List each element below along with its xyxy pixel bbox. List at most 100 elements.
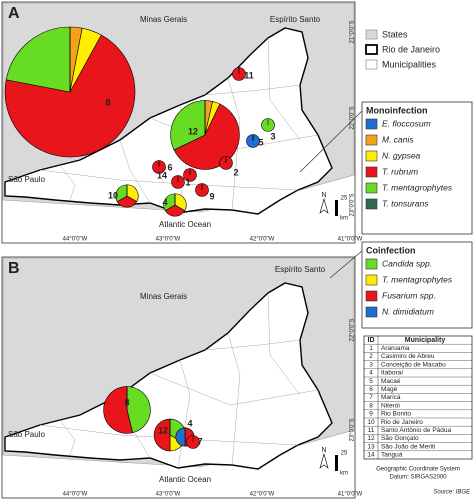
pie-label: 8 <box>105 97 110 107</box>
pie-slice <box>164 204 186 217</box>
legend-label: N. gypsea <box>382 150 421 160</box>
legend-swatch <box>365 150 378 162</box>
legend-label: T. rubrum <box>382 166 418 176</box>
table-cell: 6 <box>369 386 373 393</box>
panel-letter: A <box>8 5 20 22</box>
pie-label: 8 <box>124 397 129 407</box>
legend-label: T. tonsurans <box>382 198 429 208</box>
panel-letter: B <box>8 260 20 277</box>
legend-label: E. floccosum <box>382 118 431 128</box>
ocean-label: Atlantic Ocean <box>159 220 211 229</box>
longitude-label: 42°0'0"W <box>250 492 275 498</box>
table-cell: Santo Antônio de Pádua <box>381 427 452 434</box>
legend-swatch <box>365 198 378 210</box>
pie-label: 9 <box>209 191 214 201</box>
table-cell: 14 <box>367 452 375 459</box>
legend-label: Municipalities <box>382 59 437 69</box>
latitude-label: 21°0'0"S <box>350 20 356 43</box>
legend-swatch <box>365 166 378 178</box>
legend-label: Candida spp. <box>382 258 432 268</box>
table-cell: Rio Bonito <box>381 411 411 418</box>
longitude-label: 42°0'0"W <box>250 237 275 243</box>
state-label: Espírito Santo <box>270 15 321 24</box>
table-cell: Tanguá <box>381 452 403 459</box>
table-cell: 10 <box>367 419 375 426</box>
longitude-label: 41°0'0"W <box>338 237 363 243</box>
municipality-border <box>227 77 241 211</box>
latitude-label: 23°0'0"S <box>350 193 356 216</box>
pointer-line <box>329 250 363 279</box>
table-cell: Casimiro de Abreu <box>381 353 435 360</box>
table-cell: 4 <box>369 370 373 377</box>
municipality-border <box>204 84 301 96</box>
legend-swatch <box>365 274 378 286</box>
longitude-label: 44°0'0"W <box>63 492 88 498</box>
pie-slice <box>103 386 133 434</box>
table-cell: 2 <box>369 353 373 360</box>
state-label: São Paulo <box>8 175 45 184</box>
pie-slice <box>153 418 171 452</box>
ocean-label: Atlantic Ocean <box>159 475 211 484</box>
footer-text: Datum: SIRGAS2000 <box>389 475 447 481</box>
table-cell: 8 <box>369 402 373 409</box>
pie-label: 5 <box>258 137 263 147</box>
pointer-line <box>299 110 363 173</box>
table-cell: São Gonçalo <box>381 435 419 442</box>
pie-label: 4 <box>187 418 192 428</box>
table-header: Municipality <box>405 337 446 344</box>
pie-label: 3 <box>270 131 275 141</box>
pie-label: 10 <box>108 190 118 200</box>
pie-label: 7 <box>197 436 202 446</box>
scale-unit: km <box>340 216 348 222</box>
footer-text: Source: IBGE <box>433 490 471 496</box>
municipality-border <box>59 419 76 456</box>
legend-title: Monoinfection <box>366 105 428 115</box>
pie-label: 2 <box>233 167 238 177</box>
scale-bar <box>335 200 338 216</box>
legend-swatch <box>365 118 378 130</box>
table-cell: Itaboraí <box>381 370 403 377</box>
municipality-border <box>119 139 151 204</box>
north-label: N <box>321 447 326 454</box>
table-cell: Conceição de Macabu <box>381 361 446 368</box>
legend-swatch <box>365 59 378 70</box>
municipality-border <box>267 292 301 396</box>
pie-slice <box>5 26 71 93</box>
legend-label: N. dimidiatum <box>382 306 434 316</box>
municipality-border <box>59 164 76 201</box>
pie-label: 4 <box>162 197 167 207</box>
longitude-label: 44°0'0"W <box>63 237 88 243</box>
pie-slice <box>4 34 136 158</box>
table-cell: 11 <box>368 427 375 434</box>
table-cell: 12 <box>367 435 375 442</box>
legend-swatch <box>365 29 378 40</box>
longitude-label: 41°0'0"W <box>338 492 363 498</box>
table-cell: 5 <box>369 378 373 385</box>
legend-box <box>361 101 473 235</box>
table-cell: Magé <box>381 386 398 393</box>
legend-label: States <box>382 29 408 39</box>
table-cell: Macaé <box>381 378 401 385</box>
table-header: ID <box>368 337 375 344</box>
legend-label: Fusarium spp. <box>382 290 436 300</box>
scale-label: 25 <box>341 196 348 202</box>
municipality-border <box>39 169 299 191</box>
pie-label: 12 <box>158 425 168 435</box>
north-arrow <box>319 452 329 469</box>
municipality-border <box>227 332 241 466</box>
legend-swatch <box>365 182 378 194</box>
pie-slice <box>116 195 138 208</box>
legend-title: Coinfection <box>366 245 416 255</box>
pie-slice <box>175 427 186 447</box>
latitude-label: 23°0'0"S <box>350 418 356 441</box>
state-label: São Paulo <box>8 430 45 439</box>
legend-box <box>361 241 473 329</box>
table-cell: 9 <box>369 411 373 418</box>
legend-swatch <box>365 306 378 318</box>
table-cell: Rio de Janeiro <box>381 419 423 426</box>
table-cell: Maricá <box>381 394 401 401</box>
pie-label: 11 <box>244 70 254 80</box>
table-frame <box>363 335 473 460</box>
legend-swatch <box>365 258 378 270</box>
north-label: N <box>321 192 326 199</box>
